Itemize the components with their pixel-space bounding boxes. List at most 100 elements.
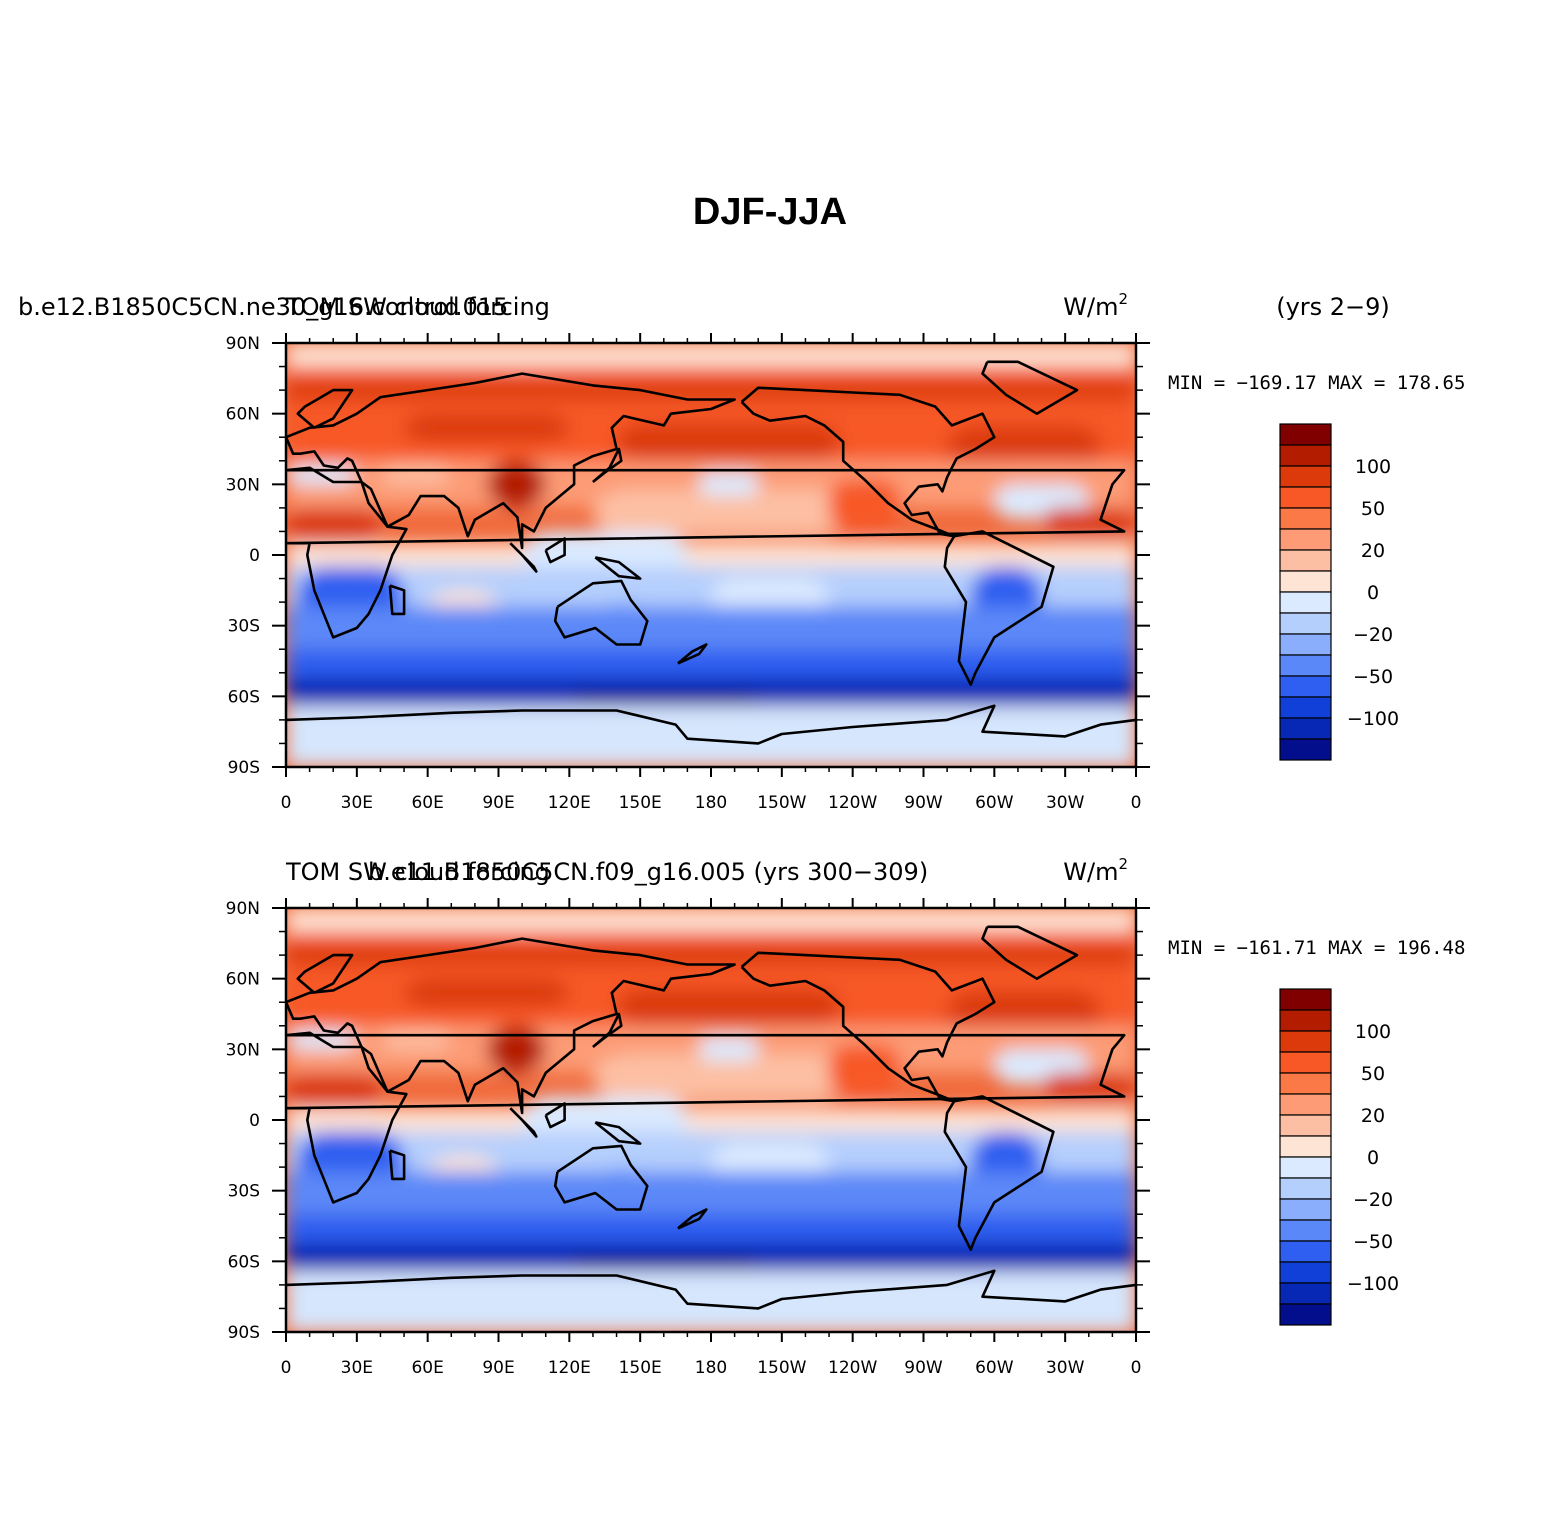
lat-tick-label: 90N [226,899,260,919]
field-region [286,1214,1136,1243]
coastline [296,388,354,429]
panel-top-minmax: MIN = −169.17 MAX = 178.65 [1168,372,1465,394]
panel-bottom-units: W/m2 [1063,855,1128,886]
field-region [711,578,830,614]
lon-tick-label: 150W [757,1358,806,1378]
coastline [286,704,1136,745]
colorbar-swatch [1279,654,1332,677]
field-region [286,343,1136,367]
lon-tick-label: 30E [341,1358,373,1378]
lon-tick-label: 30W [1046,1358,1085,1378]
colorbar-swatch [1279,1240,1332,1263]
field-region [286,380,1136,400]
field-region [286,1108,1136,1132]
colorbar-label: 20 [1361,540,1385,562]
colorbar-swatch [1279,717,1332,740]
field-region [404,978,570,1007]
colorbar-swatch [1279,633,1332,656]
lon-tick-label: 60E [411,793,443,813]
field-region [616,423,841,461]
colorbar-swatch [1279,465,1332,488]
coastline [544,1102,566,1129]
field-region [829,479,900,532]
coastline [943,530,1055,686]
field-region [286,606,1136,650]
colorbar-swatch [1279,1282,1332,1305]
lat-tick-label: 0 [249,546,260,566]
lon-tick-label: 90E [482,793,514,813]
field-region [286,1171,1136,1215]
lon-tick-label: 120W [828,1358,877,1378]
colorbar-swatch [1279,444,1332,467]
colorbar-label: −50 [1353,1231,1393,1253]
lon-tick-label: 60E [411,1358,443,1378]
coastline [286,1031,1126,1204]
colorbar-swatch [1279,1093,1332,1116]
coastline [592,447,623,484]
coastline [740,951,996,1103]
colorbar-label: −100 [1347,1273,1399,1295]
colorbar-swatch [1279,1303,1332,1326]
lat-tick-label: 60N [226,970,260,990]
colorbar-label: 50 [1361,1063,1385,1085]
lon-tick-label: 90W [904,793,943,813]
colorbar-swatch [1279,738,1332,761]
colorbar-swatch [1279,1177,1332,1200]
lat-tick-label: 30N [226,1040,260,1060]
field-region [404,413,570,442]
colorbar-swatch [1279,1030,1332,1053]
colorbar-swatch [1279,486,1332,509]
coastline [740,386,996,538]
coastline [594,556,642,580]
field-region [286,705,1136,767]
coastline [553,579,649,646]
colorbar-swatch [1279,696,1332,719]
colorbar-swatch [1279,1072,1332,1095]
axes-bottom: 0 30E 60E 90E 120E 150E 180 150W 120W 90W 60W 30W 0 9… [226,898,1150,1378]
coastline [286,1269,1136,1310]
coastline [981,360,1079,416]
lon-tick-label: 120W [828,793,877,813]
colorbar-swatch [1279,591,1332,614]
lon-tick-label: 60W [975,793,1014,813]
field-region [286,1270,1136,1332]
coastline [509,1107,538,1138]
field-region [286,507,381,544]
lon-tick-label: 150E [619,793,662,813]
colorbar-swatch [1279,528,1332,551]
lat-tick-label: 90S [228,1323,260,1343]
panel-top-center-title: TOM SW cloud forcing [285,293,550,321]
lon-tick-label: 150W [757,793,806,813]
colorbar-label: 0 [1367,582,1379,604]
colorbar-label: 0 [1367,1147,1379,1169]
lon-tick-label: 0 [1131,793,1142,813]
axes-top: 0 30E 60E 90E 120E 150E 180 150W 120W 90W 60W 30W 0 9… [226,333,1150,813]
coastline [677,643,708,665]
panel-top-years: (yrs 2−9) [1276,293,1390,321]
colorbar-swatch [1279,1261,1332,1284]
colorbar-swatch [1279,675,1332,698]
lon-tick-label: 0 [1131,1358,1142,1378]
panel-top-left-title: b.e12.B1850C5CN.ne30_g16.control.015 [18,293,508,321]
colorbar-swatch [1279,549,1332,572]
coastline [592,1012,623,1049]
field-region [1041,507,1136,537]
panel-top-units: W/m2 [1063,290,1128,321]
field-region [711,1143,830,1179]
lat-tick-label: 30S [228,1182,260,1202]
panel-bottom-left-title: b.e11.B1850C5CN.f09_g16.005 (yrs 300−309… [368,858,928,886]
panel-bottom-minmax: MIN = −161.71 MAX = 196.48 [1168,937,1465,959]
lon-tick-label: 180 [695,1358,727,1378]
field-region [286,1072,381,1109]
field-region [569,1256,759,1269]
lon-tick-label: 120E [548,793,591,813]
lon-tick-label: 0 [281,793,292,813]
coastline [286,372,736,550]
lat-tick-label: 60N [226,405,260,425]
field-region [829,1044,900,1097]
lon-tick-label: 30W [1046,793,1085,813]
colorbar-swatch [1279,570,1332,593]
colorbar-bottom: 100 50 20 0 −20 −50 −100 [1279,988,1399,1326]
colorbar-label: −20 [1353,624,1393,646]
